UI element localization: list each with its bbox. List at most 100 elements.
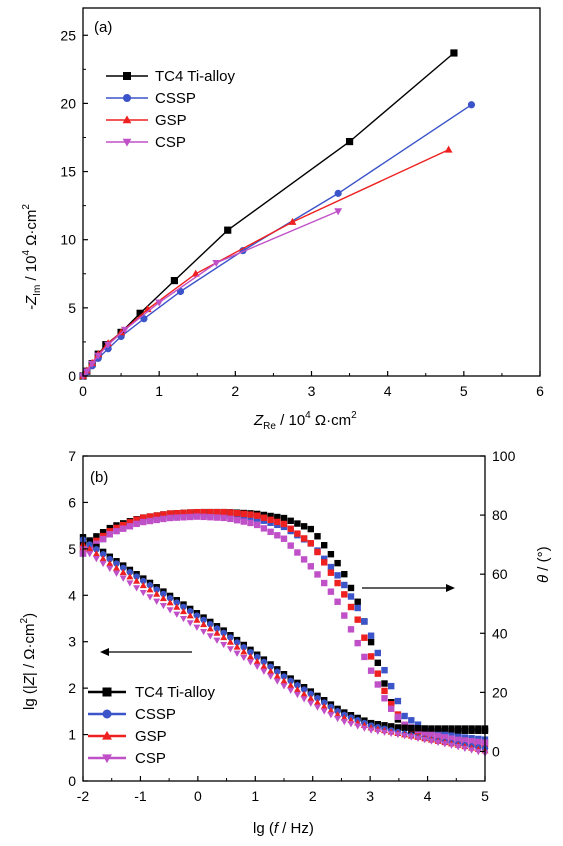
phase-point [300,535,308,542]
y-tick-label: 10 [60,232,76,248]
bode-plot: -2 -1 0 1 2 3 4 5 0 1 2 3 4 5 6 7 0 20 40 60 80 100 (b) TC4 T… [19,448,552,837]
impedance-point [186,612,194,619]
phase-point [300,523,308,530]
phase-point [254,521,261,529]
impedance-point [267,673,275,680]
phase-point [280,520,288,528]
phase-point [367,667,375,674]
y-left-tick-label: 6 [68,494,76,510]
impedance-point [179,615,188,623]
phase-point [267,516,274,524]
impedance-point [227,634,234,641]
impedance-point [233,650,241,657]
impedance-point [193,612,201,619]
phase-point [146,517,154,525]
x-tick-label: 2 [309,788,317,804]
impedance-point [200,628,208,636]
impedance-point [280,683,288,690]
impedance-point [213,625,221,632]
impedance-point [428,725,435,732]
impedance-point [474,748,482,756]
phase-point [126,523,134,530]
bode-legend: TC4 Ti-alloy CSSP GSP CSP [88,684,216,767]
y-left-tick-label: 4 [68,587,76,603]
y-right-tick-label: 80 [492,507,508,523]
legend-label: CSSP [155,90,196,107]
impedance-point [293,686,301,693]
phase-point [233,517,241,524]
legend-label: GSP [155,112,187,129]
impedance-point [86,541,93,548]
impedance-point [159,602,167,610]
phase-point [367,632,375,639]
impedance-point [388,723,395,730]
y-tick-label: 15 [60,164,76,180]
impedance-point [106,565,114,573]
nyquist-point [88,360,97,368]
phase-point [307,540,314,547]
phase-point [213,508,221,516]
phase-point [354,616,361,623]
phase-point [193,513,201,520]
impedance-point [347,721,355,728]
impedance-point [287,681,295,689]
y-left-tick-label: 7 [68,448,76,464]
nyquist-point [450,49,458,57]
phase-point [401,712,408,720]
impedance-point [140,577,147,585]
impedance-point [179,607,188,615]
phase-point [347,593,355,600]
legend-marker [123,94,131,102]
phase-point [461,737,469,744]
impedance-point [153,598,161,605]
nyquist-point [136,309,144,317]
phase-point [475,738,482,746]
impedance-point [207,621,214,628]
impedance-point [314,695,321,702]
nyquist-line-1 [82,104,472,377]
phase-point [327,569,335,576]
bode-panel-label: (b) [90,469,108,486]
impedance-point [153,590,161,597]
phase-point [133,520,140,528]
impedance-point [468,725,475,732]
impedance-point [300,686,308,693]
impedance-point [213,637,221,644]
impedance-point [92,556,100,563]
phase-point [220,514,227,522]
phase-point [307,525,314,533]
impedance-point [340,714,348,721]
nyquist-point [224,226,232,234]
impedance-point [313,698,322,706]
phase-point [394,697,402,705]
phase-point [240,510,247,518]
phase-point [347,584,355,592]
impedance-point [454,744,462,751]
phase-point [200,508,207,516]
phase-point [113,524,120,532]
impedance-point [246,653,255,660]
impedance-point [374,728,382,735]
impedance-point [274,668,281,675]
phase-point [455,736,462,744]
impedance-point [193,616,201,623]
phase-point [187,509,194,516]
impedance-point [300,690,308,697]
phase-point [321,559,328,566]
impedance-point [381,722,388,729]
phase-point [394,713,402,721]
phase-point [354,639,361,647]
phase-point [166,510,174,517]
legend-marker [102,709,112,719]
impedance-point [273,678,281,685]
impedance-point [112,564,121,571]
phase-point [448,735,455,742]
x-tick-label: 0 [194,788,202,804]
phase-point [428,731,435,738]
impedance-point [414,725,422,732]
phase-point [374,649,381,657]
nyquist-y-axis-title: -ZIm / 104 Ω·cm2 [21,204,43,310]
nyquist-point [120,326,129,334]
phase-point [321,579,328,587]
